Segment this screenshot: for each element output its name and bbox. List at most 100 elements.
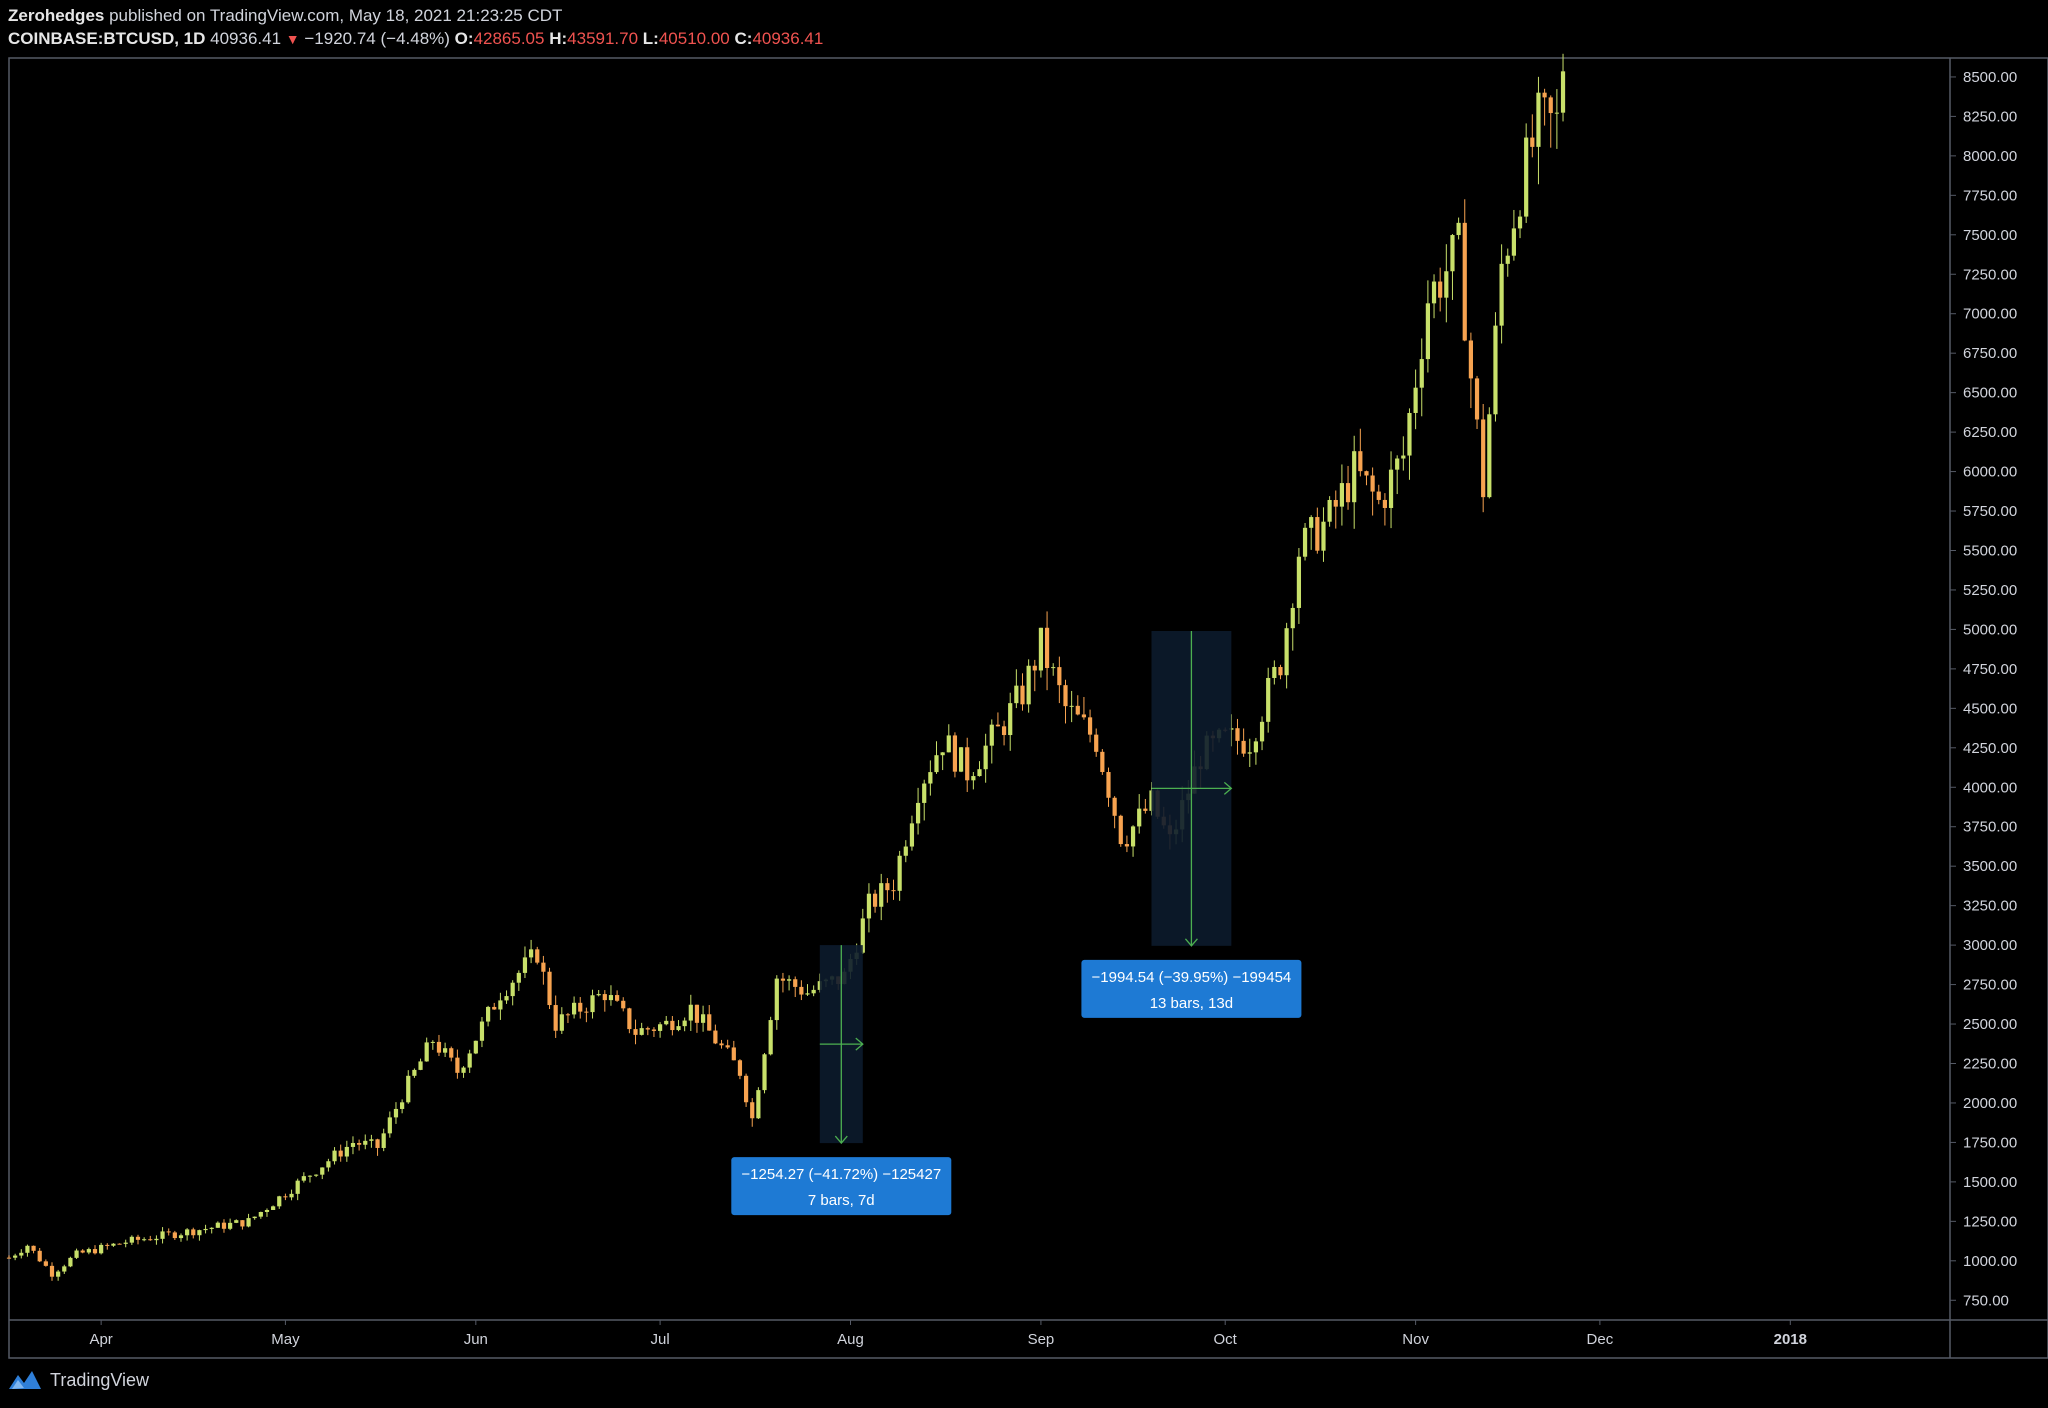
candle-body: [486, 1006, 491, 1022]
candle-body: [1505, 255, 1510, 264]
footer-brand[interactable]: TradingView: [50, 1369, 150, 1390]
candle-body: [590, 995, 595, 1013]
footer: TradingView: [8, 1369, 149, 1391]
author-name[interactable]: Zerohedges: [8, 6, 105, 25]
candle-body: [1542, 92, 1547, 98]
price-axis[interactable]: 8500.00 8250.00 8000.00 7750.00 7500.00 7250.…: [1950, 69, 2017, 1309]
candle-body: [989, 724, 994, 746]
measure-tools-layer: −1254.27 (−41.72%) −125427 7 bars, 7d −199…: [731, 630, 1302, 1216]
candle-body: [258, 1211, 263, 1217]
candle-body: [596, 994, 601, 996]
candle-body: [1137, 808, 1142, 827]
candle-body: [1118, 815, 1123, 845]
candle-body: [1407, 412, 1412, 456]
candle-body: [252, 1216, 257, 1219]
candle-body: [584, 1011, 589, 1013]
y-tick-label: 7000.00: [1963, 306, 2017, 323]
candle-body: [1462, 222, 1467, 341]
candle-body: [1284, 628, 1289, 676]
candle-body: [885, 883, 890, 891]
candle-body: [1296, 556, 1302, 608]
candle-body: [1008, 703, 1013, 736]
candle-body: [958, 747, 964, 772]
candle-body: [1081, 714, 1087, 718]
candle-body: [1112, 797, 1117, 816]
candle-body: [719, 1043, 724, 1046]
x-tick-label: Jun: [464, 1331, 488, 1348]
candle-body: [1124, 844, 1130, 847]
candle-body: [934, 755, 939, 773]
y-tick-label: 5250.00: [1963, 582, 2017, 599]
candle-body: [1143, 808, 1148, 811]
candle-body: [1376, 491, 1381, 500]
candle-body: [1235, 728, 1240, 741]
candle-body: [393, 1108, 399, 1118]
candle-body: [1548, 97, 1553, 114]
candle-body: [1020, 685, 1025, 705]
candle-body: [541, 962, 546, 972]
candle-body: [479, 1021, 485, 1041]
candle-body: [1456, 222, 1461, 236]
candle-body: [946, 735, 951, 753]
candle-body: [713, 1030, 718, 1044]
candle-body: [971, 776, 976, 781]
y-tick-label: 3750.00: [1963, 819, 2017, 836]
candle-body: [1419, 359, 1424, 388]
candle-body: [1339, 483, 1345, 507]
candle-body: [25, 1245, 30, 1253]
candle-body: [1425, 303, 1430, 360]
candle-body: [608, 995, 614, 1001]
candle-body: [105, 1244, 110, 1246]
candle-body: [338, 1150, 343, 1157]
candle-body: [1272, 666, 1277, 678]
candle-body: [547, 971, 552, 1006]
candle-body: [725, 1045, 730, 1048]
candle-body: [535, 949, 540, 963]
candle-body: [1388, 469, 1394, 508]
candle-body: [1026, 665, 1031, 705]
candle-body: [271, 1206, 276, 1210]
x-tick-label: Nov: [1402, 1331, 1429, 1348]
candle-body: [375, 1139, 380, 1148]
tradingview-logo-icon[interactable]: [8, 1369, 42, 1391]
candle-body: [301, 1176, 306, 1181]
y-tick-label: 5750.00: [1963, 503, 2017, 520]
candle-body: [510, 982, 515, 997]
candle-body: [1032, 665, 1037, 671]
candle-body: [750, 1102, 755, 1119]
candle-body: [811, 989, 816, 994]
candle-body: [314, 1174, 319, 1176]
candle-body: [350, 1142, 356, 1147]
candle-body: [1259, 721, 1265, 742]
candle-body: [111, 1243, 116, 1246]
time-axis[interactable]: Apr May Jun Jul Aug Sep Oct Nov Dec 2018: [89, 1320, 1807, 1348]
candle-body: [664, 1020, 669, 1025]
candle-body: [43, 1261, 48, 1266]
candle-body: [578, 1002, 583, 1012]
symbol-label[interactable]: COINBASE:BTCUSD, 1D: [8, 29, 206, 48]
candle-body: [1450, 235, 1455, 272]
candle-body: [743, 1075, 749, 1103]
candle-body: [1364, 471, 1369, 476]
candle-body: [1487, 414, 1492, 498]
candle-body: [1315, 517, 1320, 551]
candle-body: [1327, 499, 1332, 522]
candle-body: [731, 1047, 736, 1061]
candle-body: [768, 1020, 773, 1055]
candle-body: [1063, 685, 1068, 707]
candle-body: [565, 1014, 571, 1016]
y-tick-label: 6000.00: [1963, 464, 2017, 481]
candle-body: [148, 1239, 153, 1241]
candle-body: [234, 1220, 239, 1223]
candle-body: [117, 1243, 122, 1245]
measure-callout-bars: 7 bars, 7d: [808, 1192, 875, 1209]
candle-body: [1087, 717, 1093, 735]
y-tick-label: 5500.00: [1963, 542, 2017, 559]
candle-body: [1468, 340, 1473, 379]
candle-body: [1014, 685, 1019, 704]
candle-body: [762, 1054, 767, 1091]
candle-body: [1051, 667, 1056, 669]
candle-body: [780, 978, 786, 981]
candle-body: [1130, 826, 1136, 847]
